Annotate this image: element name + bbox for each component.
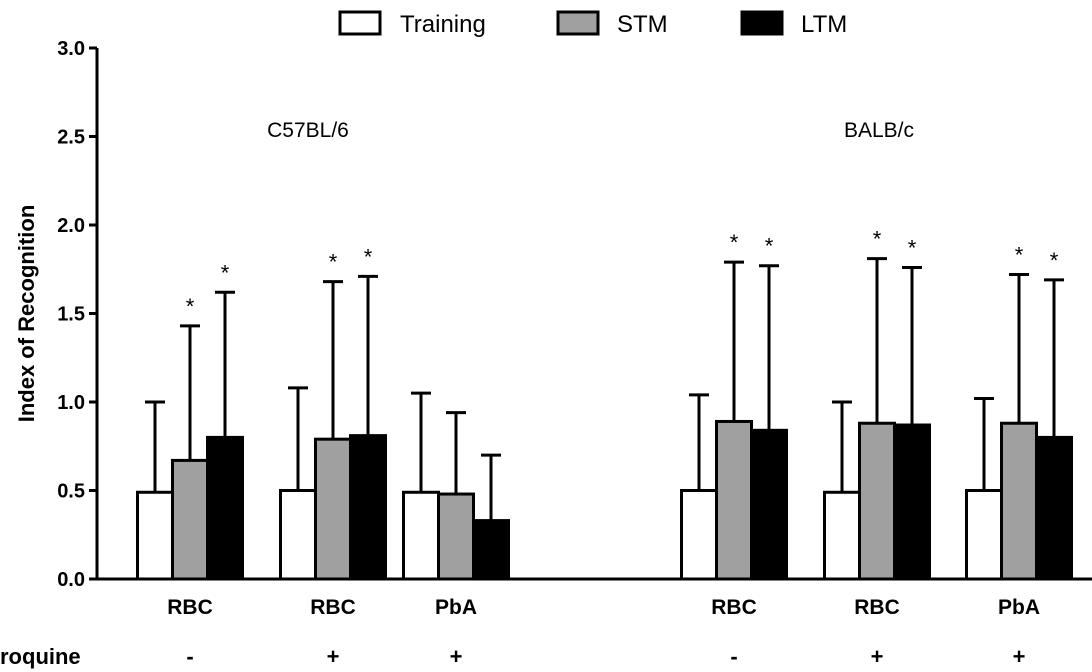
y-tick-label: 3.0 xyxy=(57,38,85,60)
legend-label-training: Training xyxy=(400,11,486,38)
y-tick-label: 2.0 xyxy=(57,215,85,237)
treatment-sign: - xyxy=(186,644,193,669)
significance-star: * xyxy=(908,235,917,260)
x-tick-label: RBC xyxy=(310,596,356,619)
x-tick-label: PbA xyxy=(998,596,1040,619)
x-axis: RBC RBC PbA RBC RBC PbA xyxy=(97,577,1092,619)
bar-stm xyxy=(437,492,475,581)
bars xyxy=(136,419,1073,581)
y-tick-label: 1.5 xyxy=(57,304,85,326)
y-axis-label: Index of Recognition xyxy=(14,205,39,423)
bar-training xyxy=(136,490,174,581)
legend-swatch-stm xyxy=(556,10,600,36)
treatment-row: roquine - + + - + + xyxy=(0,644,1025,669)
bar-ltm xyxy=(472,519,510,581)
significance-star: * xyxy=(364,244,373,269)
significance-star: * xyxy=(1015,243,1024,268)
x-tick-label: RBC xyxy=(854,596,900,619)
x-tick-label: RBC xyxy=(167,596,213,619)
legend-label-stm: STM xyxy=(617,11,668,38)
significance-star: * xyxy=(730,230,739,255)
error-bars xyxy=(145,257,1064,521)
bar-stm xyxy=(858,421,896,581)
x-tick-label: PbA xyxy=(435,596,477,619)
bar-stm xyxy=(314,437,352,581)
bar-training xyxy=(279,489,317,581)
y-tick-label: 0.5 xyxy=(57,481,85,503)
significance-star: * xyxy=(1050,248,1059,273)
treatment-sign: + xyxy=(1013,644,1026,669)
y-tick-label: 1.0 xyxy=(57,392,85,414)
y-tick-label: 2.5 xyxy=(57,127,85,149)
legend-swatch-ltm xyxy=(740,10,784,36)
bar-training xyxy=(402,490,440,581)
significance-star: * xyxy=(186,294,195,319)
legend-label-ltm: LTM xyxy=(801,11,847,38)
bar-training xyxy=(823,490,861,581)
bar-ltm xyxy=(750,428,788,581)
legend-swatch-training xyxy=(338,10,382,36)
significance-markers: * * * * * * * * * * xyxy=(186,227,1059,319)
bar-stm xyxy=(171,458,209,581)
significance-star: * xyxy=(765,234,774,259)
bar-ltm xyxy=(349,434,387,581)
bar-stm xyxy=(715,419,753,581)
bar-training xyxy=(965,489,1003,581)
y-tick-label: 0.0 xyxy=(57,569,85,591)
bar-stm xyxy=(1000,421,1038,581)
y-axis: 0.0 0.5 1.0 1.5 2.0 2.5 3.0 Index of Recognitio… xyxy=(14,38,99,591)
legend: Training STM LTM xyxy=(338,10,847,38)
significance-star: * xyxy=(329,250,338,275)
bar-ltm xyxy=(206,435,244,581)
treatment-sign: + xyxy=(327,644,340,669)
bar-training xyxy=(680,489,718,581)
group-label: C57BL/6 xyxy=(267,119,349,142)
x-tick-label: RBC xyxy=(711,596,757,619)
treatment-sign: + xyxy=(450,644,463,669)
significance-star: * xyxy=(221,260,230,285)
group-label: BALB/c xyxy=(844,119,914,142)
bar-ltm xyxy=(1035,435,1073,581)
significance-star: * xyxy=(873,227,882,252)
treatment-sign: + xyxy=(871,644,884,669)
bar-ltm xyxy=(893,423,931,581)
group-labels: C57BL/6 BALB/c xyxy=(267,119,914,142)
treatment-row-label: roquine xyxy=(0,644,81,669)
treatment-sign: - xyxy=(730,644,737,669)
